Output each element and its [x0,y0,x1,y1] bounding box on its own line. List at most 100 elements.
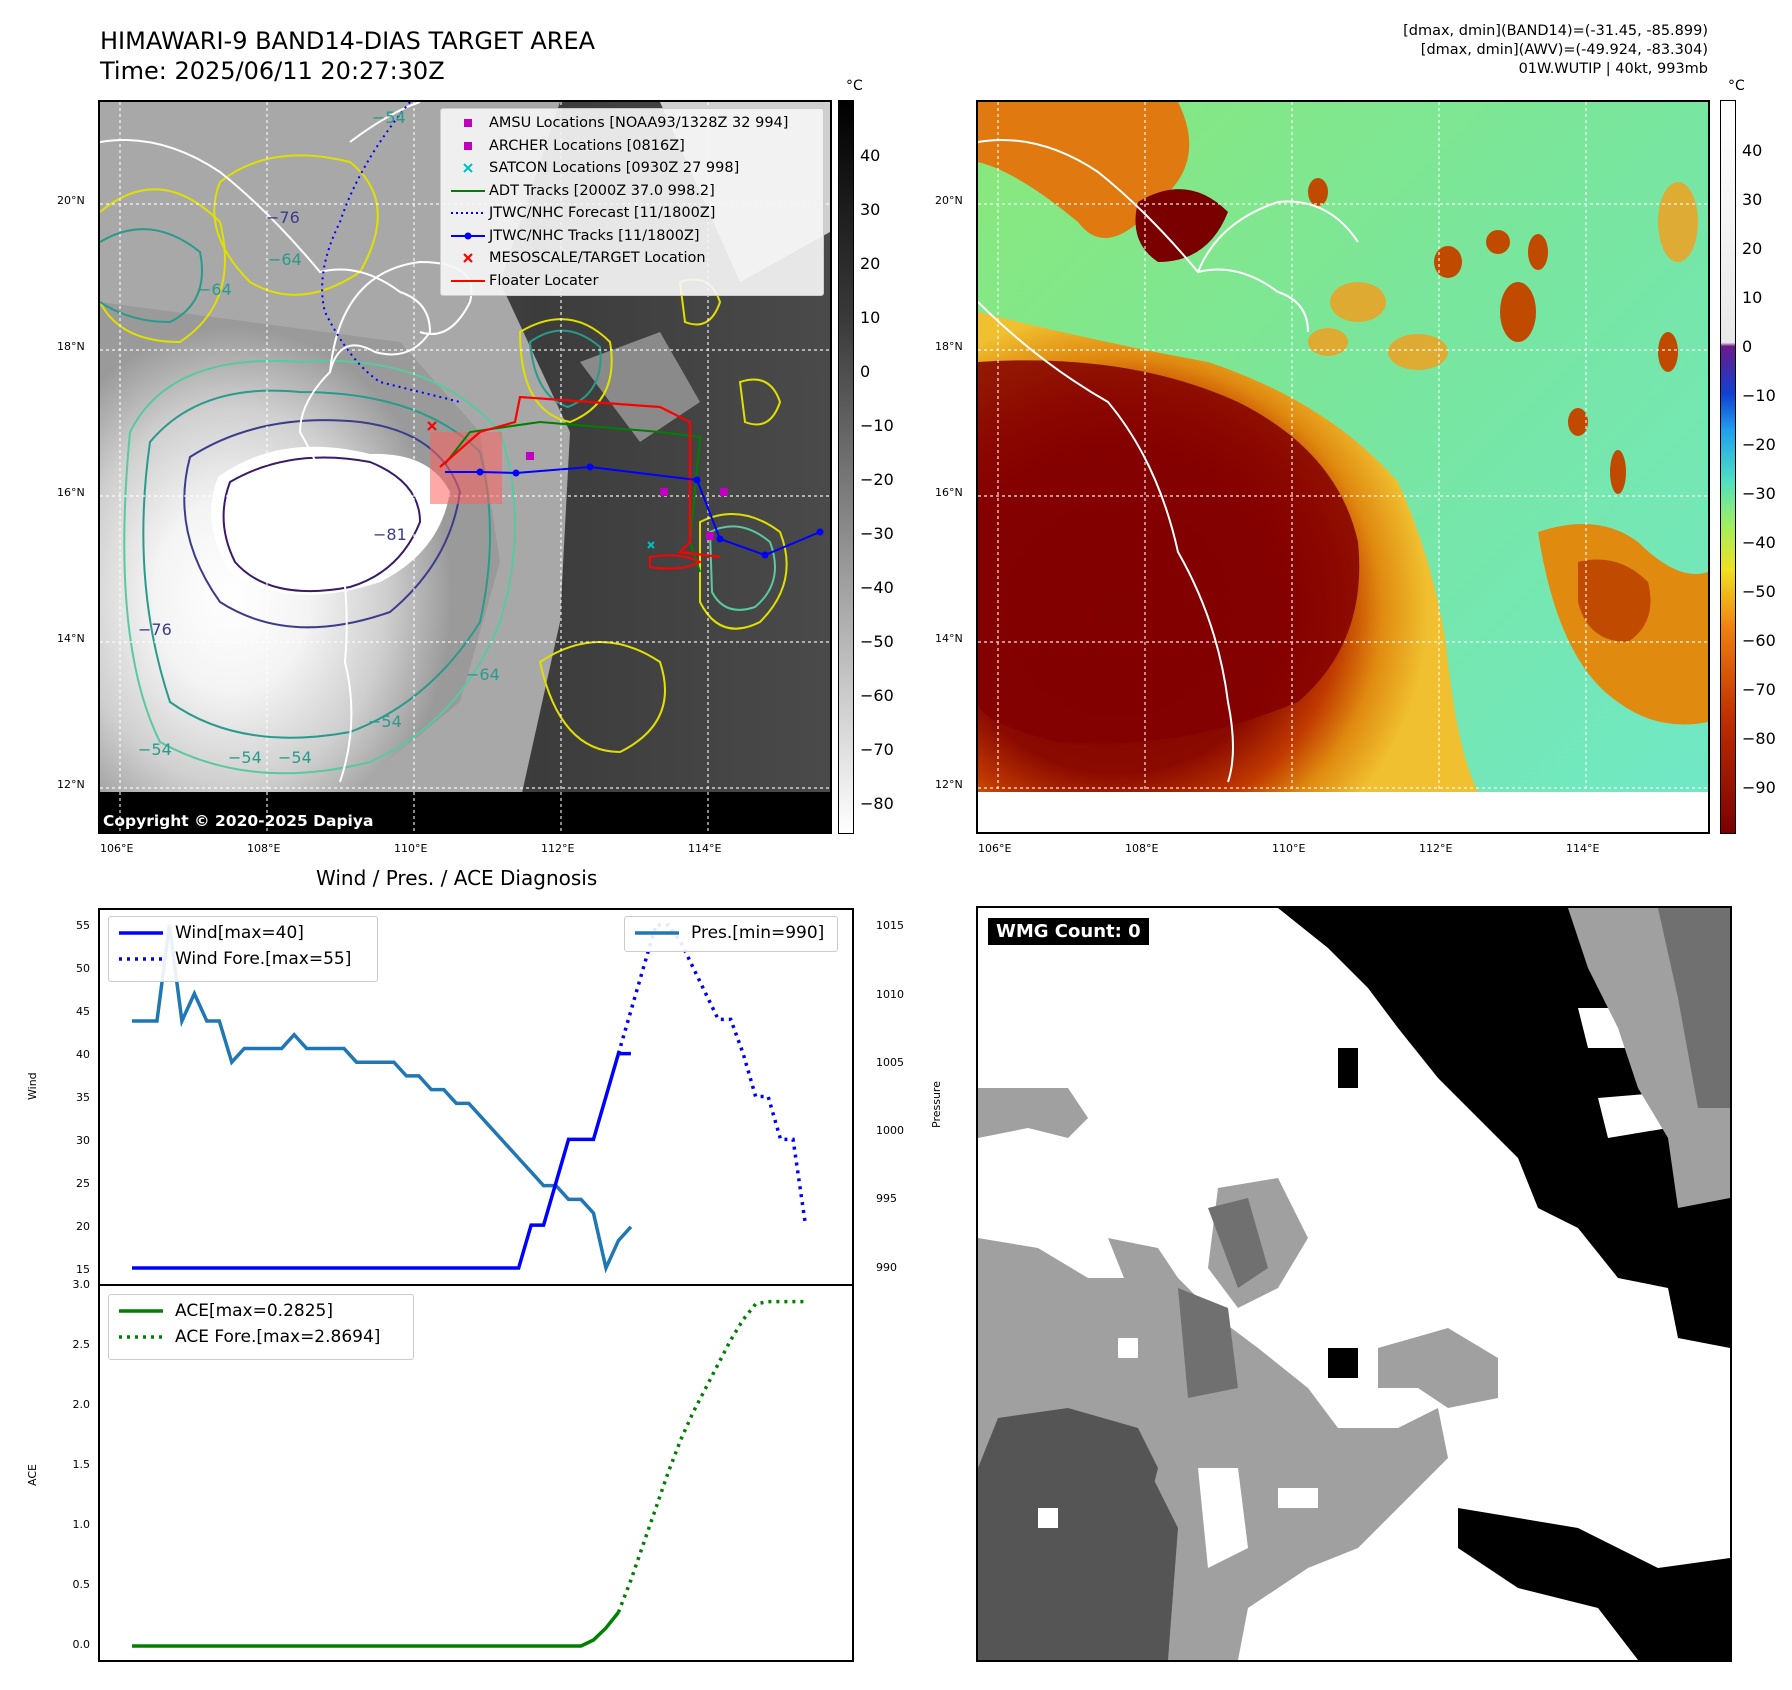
colorbar-tick: −60 [860,686,894,705]
left-map-title-line1: HIMAWARI-9 BAND14-DIAS TARGET AREA [100,27,596,55]
ace-tick: 0.0 [72,1638,91,1651]
info-line2: [dmax, dmin](AWV)=(-49.924, -83.304) [1420,42,1708,58]
wind-legend-label: Wind[max=40] [175,923,304,943]
right-colorbar-ticks: 40 30 20 10 0 −10 −20 −30 −40 −50 −60 −7… [1742,100,1792,834]
pressure-tick: 1015 [876,919,904,932]
colorbar-tick: −10 [1742,386,1776,405]
colorbar-tick: −50 [860,632,894,651]
legend-item-amsu: AMSU Locations [NOAA93/1328Z 32 994] [447,112,817,135]
wind-axis-ticks: 55 50 45 40 35 30 25 20 15 [40,900,90,1290]
colorbar-tick: 30 [860,200,881,219]
legend-item-jtwc-forecast: JTWC/NHC Forecast [11/1800Z] [447,202,817,225]
right-map-info: [dmax, dmin](BAND14)=(-31.45, -85.899) [… [1403,22,1708,79]
diagnosis-divider [98,1284,854,1286]
legend-item-archer: ARCHER Locations [0816Z] [447,135,817,158]
ace-fore-legend-item: ACE Fore.[max=2.8694] [117,1324,405,1350]
wind-fore-legend-label: Wind Fore.[max=55] [175,949,352,969]
ace-forecast-series-line [616,1299,806,1614]
lon-label: 108°E [1125,842,1159,855]
pressure-legend-label: Pres.[min=990] [691,923,825,943]
legend-item-satcon: SATCON Locations [0930Z 27 998] [447,157,817,180]
ace-tick: 2.5 [72,1338,91,1351]
lat-label: 16°N [57,486,85,499]
lon-label: 110°E [394,842,428,855]
legend-label: JTWC/NHC Forecast [11/1800Z] [489,205,716,221]
right-colorbar [1720,100,1736,834]
right-map-panel [976,100,1710,834]
ace-tick: 0.5 [72,1578,91,1591]
wind-fore-legend-item: Wind Fore.[max=55] [117,946,369,972]
wind-tick: 40 [76,1048,90,1061]
lat-label: 12°N [57,778,85,791]
pressure-tick: 1010 [876,988,904,1001]
pressure-legend: Pres.[min=990] [624,916,838,952]
legend-item-floater: Floater Locater [447,270,817,293]
ace-tick: 3.0 [72,1278,91,1291]
wind-tick: 25 [76,1177,90,1190]
legend-label: JTWC/NHC Tracks [11/1800Z] [489,227,700,244]
wind-tick: 30 [76,1134,90,1147]
colorbar-tick: −20 [1742,435,1776,454]
wind-tick: 50 [76,962,90,975]
wind-legend-item: Wind[max=40] [117,920,369,946]
legend-item-jtwc-tracks: JTWC/NHC Tracks [11/1800Z] [447,225,817,248]
colorbar-tick: 20 [1742,239,1763,258]
ace-legend-item: ACE[max=0.2825] [117,1298,405,1324]
colorbar-tick: 10 [1742,288,1763,307]
legend-item-mesoscale: MESOSCALE/TARGET Location [447,247,817,270]
colorbar-tick: −30 [1742,484,1776,503]
lon-label: 114°E [688,842,722,855]
colorbar-tick: −70 [860,740,894,759]
colorbar-tick: 30 [1742,190,1763,209]
right-map-image [978,102,1708,832]
lon-label: 112°E [541,842,575,855]
wind-legend: Wind[max=40] Wind Fore.[max=55] [108,916,378,982]
ace-tick: 2.0 [72,1398,91,1411]
ace-series-line [132,1611,620,1648]
legend-item-adt: ADT Tracks [2000Z 37.0 998.2] [447,180,817,203]
legend-label: ARCHER Locations [0816Z] [489,137,685,154]
lon-label: 106°E [978,842,1012,855]
lat-label: 14°N [935,632,963,645]
colorbar-tick: 0 [860,362,871,381]
ace-legend: ACE[max=0.2825] ACE Fore.[max=2.8694] [108,1294,414,1360]
wmg-panel [976,906,1732,1662]
left-colorbar-ticks: 40 30 20 10 0 −10 −20 −30 −40 −50 −60 −7… [860,100,910,834]
pressure-axis-label: Pressure [930,1081,943,1128]
wind-forecast-series-line [616,923,808,1226]
wind-tick: 45 [76,1005,90,1018]
ace-axis-ticks: 3.0 2.5 2.0 1.5 1.0 0.5 0.0 [40,1278,91,1658]
wind-series-line [132,1051,631,1270]
pressure-tick: 1000 [876,1124,904,1137]
colorbar-tick: −80 [860,794,894,813]
ace-axis-label: ACE [26,1464,39,1486]
legend-label: AMSU Locations [NOAA93/1328Z 32 994] [489,115,789,131]
left-map-title-line2: Time: 2025/06/11 20:27:30Z [100,57,445,85]
legend-label: Floater Locater [489,272,599,289]
wmg-image [978,908,1730,1660]
colorbar-tick: −20 [860,470,894,489]
lon-label: 114°E [1566,842,1600,855]
copyright-text: Copyright © 2020-2025 Dapiya [103,812,374,830]
wind-tick: 20 [76,1220,90,1233]
right-colorbar-unit: °C [1728,78,1745,94]
pressure-series-line [132,924,633,1274]
ace-tick: 1.0 [72,1518,91,1531]
lat-label: 14°N [57,632,85,645]
info-line1: [dmax, dmin](BAND14)=(-31.45, -85.899) [1403,23,1708,39]
wind-tick: 35 [76,1091,90,1104]
legend-label: ADT Tracks [2000Z 37.0 998.2] [489,182,715,199]
left-colorbar-unit: °C [846,78,863,94]
wmg-count-label: WMG Count: 0 [988,918,1149,945]
colorbar-tick: −50 [1742,582,1776,601]
colorbar-tick: 40 [1742,141,1763,160]
lon-label: 106°E [100,842,134,855]
wind-tick: 15 [76,1263,90,1276]
pressure-legend-item: Pres.[min=990] [633,920,829,946]
legend-label: SATCON Locations [0930Z 27 998] [489,160,740,176]
left-map-title: HIMAWARI-9 BAND14-DIAS TARGET AREA Time:… [100,26,595,86]
lon-label: 108°E [247,842,281,855]
colorbar-tick: 20 [860,254,881,273]
colorbar-tick: −80 [1742,729,1776,748]
wind-tick: 55 [76,919,90,932]
